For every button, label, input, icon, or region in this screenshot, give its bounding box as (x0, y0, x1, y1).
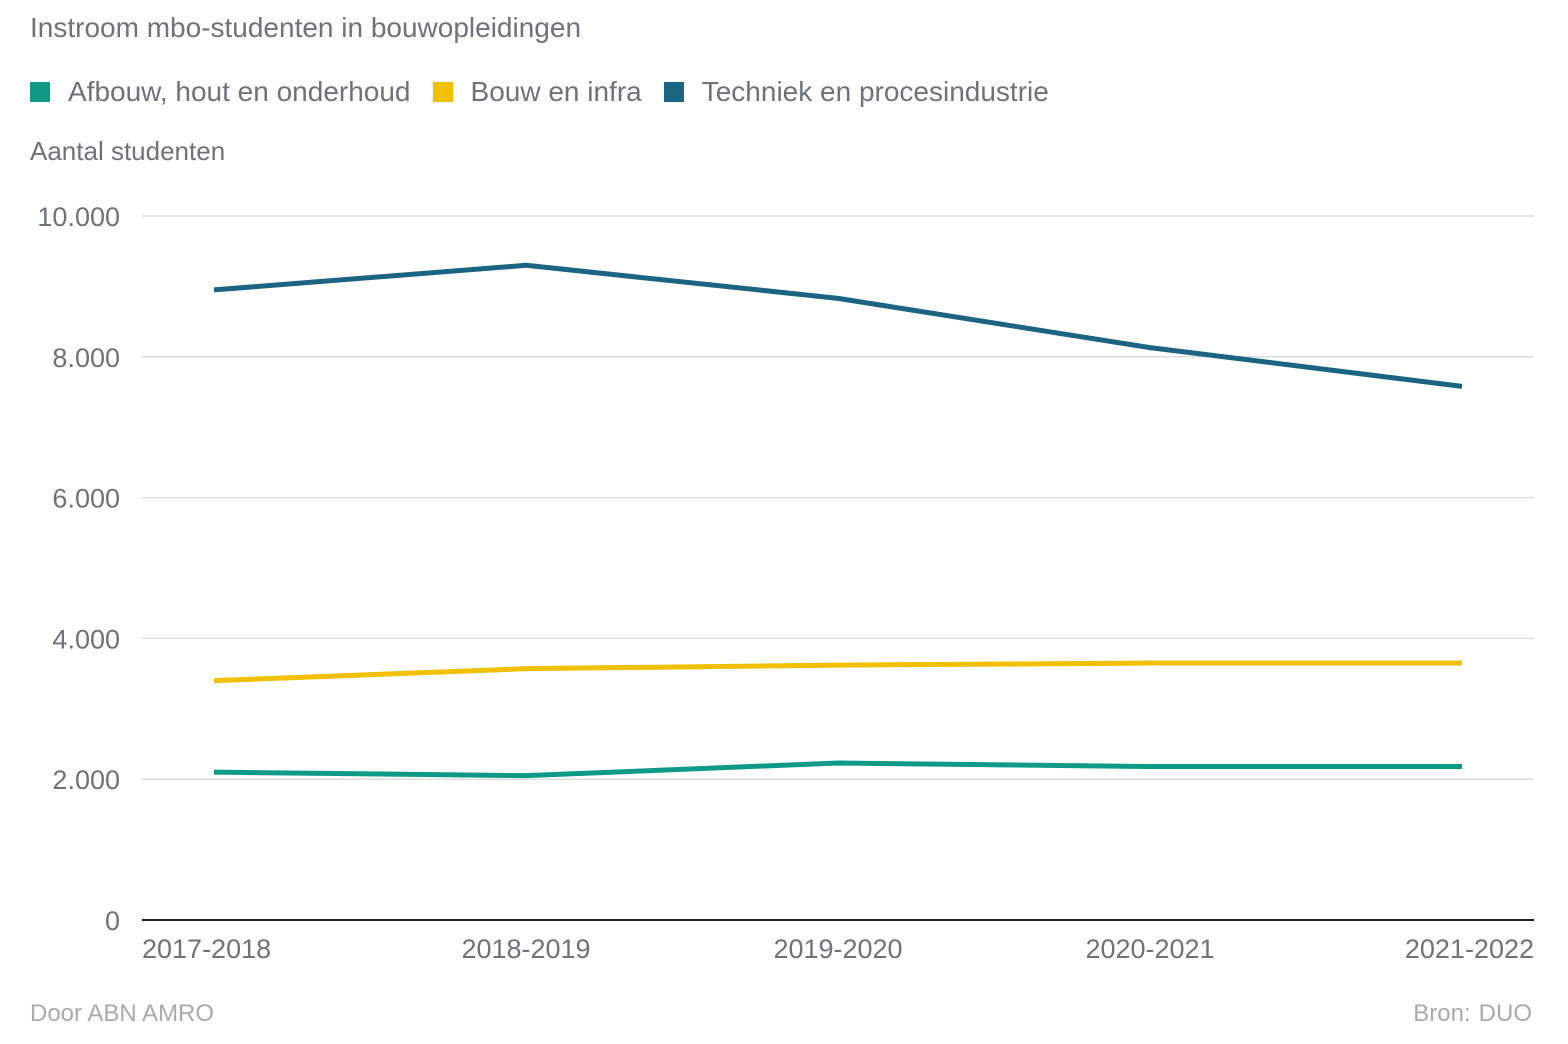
legend-swatch-bouw (432, 82, 453, 102)
legend: Afbouw, hout en onderhoud Bouw en infra … (30, 76, 1071, 108)
y-axis-label: Aantal studenten (30, 136, 226, 166)
y-tick-labels: 0 2.000 4.000 6.000 8.000 10.000 (37, 202, 120, 936)
legend-swatch-afbouw (30, 82, 50, 102)
legend-swatch-techniek (663, 82, 684, 102)
x-tick-label: 2021-2022 (1405, 934, 1534, 964)
grid-lines (142, 215, 1534, 780)
series-line-0 (213, 760, 1462, 779)
x-tick-label: 2018-2019 (461, 934, 590, 964)
y-tick-label: 8.000 (52, 343, 120, 373)
x-tick-labels: 2017-2018 2018-2019 2019-2020 2020-2021 2021… (142, 934, 1534, 964)
source-label: Bron: (1413, 1000, 1471, 1027)
y-tick-label: 6.000 (52, 484, 120, 514)
source-text: Bron: DUO (1405, 1000, 1532, 1028)
y-tick-label: 2.000 (52, 765, 120, 795)
y-tick-label: 0 (105, 906, 120, 936)
source-value: DUO (1478, 1000, 1532, 1027)
legend-item-bouw: Bouw en infra (432, 76, 642, 108)
legend-item-afbouw: Afbouw, hout en onderhoud (30, 76, 411, 108)
x-tick-label: 2017-2018 (142, 934, 271, 964)
series-line-1 (213, 660, 1462, 684)
credit-text: Door ABN AMRO (30, 1000, 215, 1027)
chart-title: Instroom mbo-studenten in bouwopleidinge… (30, 12, 582, 43)
legend-label-afbouw: Afbouw, hout en onderhoud (68, 76, 411, 107)
y-tick-label: 4.000 (52, 624, 120, 654)
x-tick-label: 2020-2021 (1085, 934, 1214, 964)
x-tick-label: 2019-2020 (773, 934, 902, 964)
legend-label-techniek: Techniek en procesindustrie (701, 76, 1049, 107)
series-line-2 (213, 262, 1463, 389)
series-lines (213, 262, 1463, 779)
y-tick-label: 10.000 (37, 202, 120, 232)
legend-item-techniek: Techniek en procesindustrie (663, 76, 1049, 108)
legend-label-bouw: Bouw en infra (470, 76, 642, 107)
